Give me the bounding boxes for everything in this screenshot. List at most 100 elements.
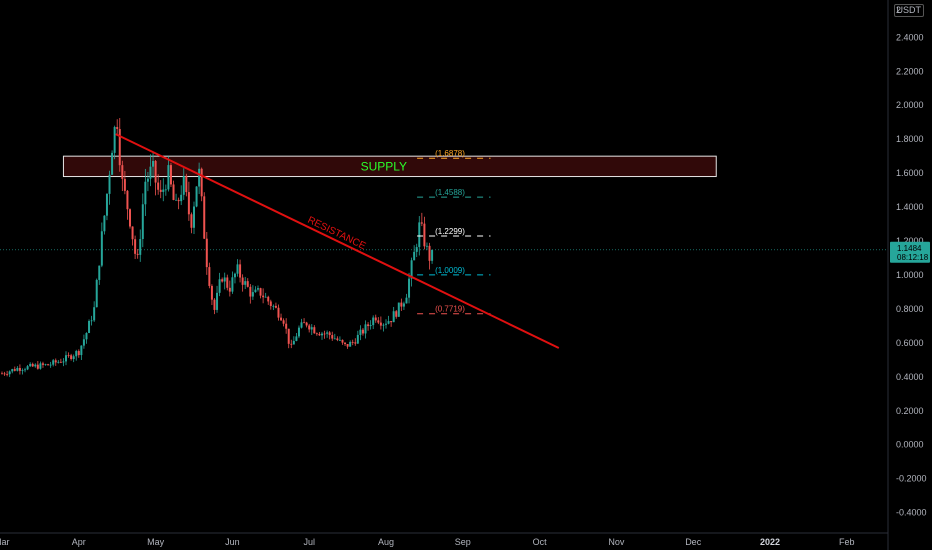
candle-body [285,323,288,329]
candle-body [274,305,277,308]
candle-body [241,277,244,285]
candle-body [67,355,70,357]
time-tick-label: Apr [72,537,86,547]
candle-body [290,343,293,345]
candle-body [126,190,129,210]
candle-body [100,231,103,266]
candle-body [410,260,413,279]
candle-body [239,264,242,278]
candle-body [369,325,372,327]
candle-body [72,356,75,360]
candle-body [136,253,139,255]
candle-body [264,296,267,298]
candle-body [6,374,9,375]
price-tick-label: 0.6000 [896,338,924,348]
candle-body [216,292,219,310]
candle-body [210,285,213,300]
candle-body [162,189,165,192]
candle-body [59,361,62,363]
candle-body [200,168,203,197]
price-tick-label: 1.2000 [896,236,924,246]
candle-body [65,355,67,362]
candle-body [149,166,152,179]
candle-body [172,184,175,200]
fib-level-label: (1.4588) [435,188,465,197]
price-tick-label: 1.6000 [896,168,924,178]
candle-body [282,320,285,324]
resistance-label: RESISTANCE [306,215,368,253]
candle-body [121,165,124,179]
price-tick-label: 2.4000 [896,32,924,42]
candle-body [16,367,19,371]
candle-body [31,363,34,367]
candle-body [44,364,47,366]
candle-body [103,215,106,232]
candle-body [251,292,254,297]
candle-body [341,339,344,343]
candle-body [364,324,367,334]
candle-body [113,127,116,153]
price-tick-label: 0.2000 [896,406,924,416]
currency-unit-label[interactable]: USDT [893,4,924,17]
time-tick-label: Oct [533,537,548,547]
candle-body [52,360,55,365]
candle-body [318,333,321,336]
candle-body [95,279,98,308]
candle-body [41,363,44,365]
candle-body [338,339,341,341]
candle-body [108,174,111,194]
candle-body [425,245,428,247]
candle-body [34,364,37,367]
resistance-line[interactable] [115,133,560,349]
candle-body [356,334,359,344]
candle-body [382,324,385,326]
candle-body [118,129,121,166]
candle-body [249,286,252,297]
supply-zone-rect[interactable] [62,155,717,178]
fib-level-label: (1.2299) [435,227,465,236]
candle-body [213,299,216,310]
candle-body [236,264,239,274]
candle-body [82,339,85,346]
candle-body [218,279,221,293]
candle-body [326,332,329,334]
candle-body [400,302,403,307]
supply-zone-label: SUPPLY [361,159,407,173]
candle-body [390,321,393,323]
supply-zone[interactable]: SUPPLY [62,155,717,178]
candle-body [193,206,195,228]
candle-body [323,333,326,335]
candle-body [379,322,382,326]
candle-body [428,245,431,261]
candle-body [226,277,229,288]
fib-levels[interactable]: (1.6878) (1.4588) (1.2299) (1.0009) (0.7719) [417,149,491,315]
fib-level-label: (1.0009) [435,266,465,275]
candle-body [1,373,3,375]
candle-body [146,178,149,182]
candle-body [361,329,364,334]
candle-body [164,189,167,191]
price-tick-label: 0.8000 [896,304,924,314]
candle-body [175,199,178,201]
candle-body [344,342,347,345]
candle-body [315,333,318,335]
candle-body [187,192,190,215]
candle-body [62,361,65,363]
time-tick-label: Mar [0,537,10,547]
current-price-badge: 1.1484 08:12:18 [890,241,930,263]
candle-body [233,273,236,278]
candle-body [190,214,193,228]
price-axis[interactable]: 2.4000 2.2000 2.0000 1.8000 1.6000 1.4000 1.20… [887,0,927,550]
candle-body [331,335,334,339]
time-tick-label: May [147,537,165,547]
candle-body [77,351,80,356]
candle-body [349,341,352,347]
price-tick-label: 2.0000 [896,100,924,110]
candle-body [169,165,172,185]
candle-body [333,338,336,340]
candle-body [418,222,421,248]
time-axis[interactable]: Mar Apr May Jun Jul Aug Sep Oct Nov Dec 2022 Feb [0,532,888,547]
candle-body [49,364,52,366]
candle-body [36,364,39,369]
